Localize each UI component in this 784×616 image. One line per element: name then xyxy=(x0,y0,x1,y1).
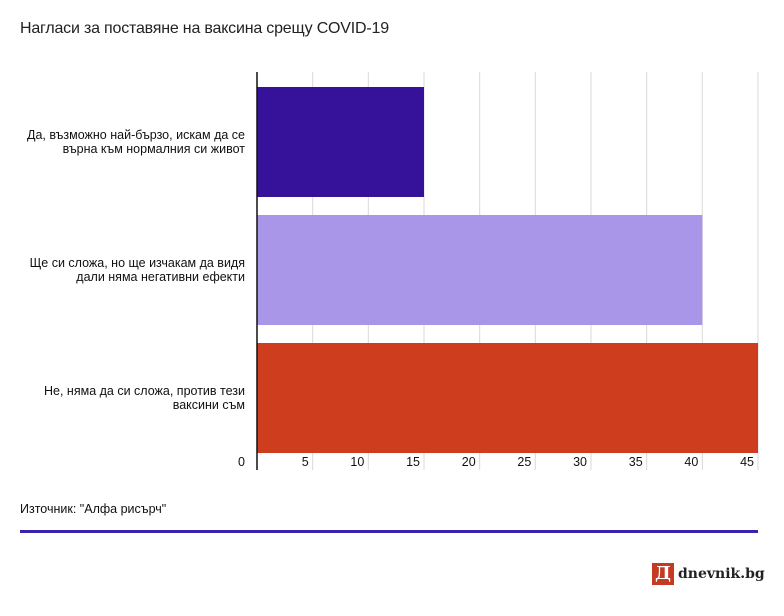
x-tick-label: 25 xyxy=(517,455,531,469)
category-label: Не, няма да си сложа, против тези xyxy=(44,384,245,398)
bar xyxy=(257,215,703,325)
x-tick-label: 20 xyxy=(462,455,476,469)
x-tick-label: 40 xyxy=(684,455,698,469)
x-tick-label: 10 xyxy=(350,455,364,469)
category-label: ваксини съм xyxy=(173,398,245,412)
chart-title: Нагласи за поставяне на ваксина срещу CO… xyxy=(20,20,389,37)
dnevnik-logo-icon: Д xyxy=(652,563,674,585)
divider xyxy=(20,530,758,533)
category-label: Ще си сложа, но ще изчакам да видя xyxy=(30,256,245,270)
x-tick-label: 5 xyxy=(302,455,309,469)
category-label: върна към нормалния си живот xyxy=(63,142,246,156)
x-tick-label: 30 xyxy=(573,455,587,469)
bars xyxy=(257,87,758,453)
x-tick-labels: 0 5 10 15 20 25 30 35 40 45 xyxy=(238,455,754,469)
bar xyxy=(257,87,424,197)
bar-chart: Да, възможно най-бързо, искам да севърна… xyxy=(27,72,759,470)
category-labels: Да, възможно най-бързо, искам да севърна… xyxy=(27,128,245,412)
x-tick-label: 35 xyxy=(629,455,643,469)
x-tick-label: 15 xyxy=(406,455,420,469)
bar xyxy=(257,343,758,453)
category-label: дали няма негативни ефекти xyxy=(76,270,245,284)
x-tick-label: 0 xyxy=(238,455,245,469)
source-note: Източник: "Алфа рисърч" xyxy=(20,502,167,516)
x-tick-label: 45 xyxy=(740,455,754,469)
brand-name: dnevnik.bg xyxy=(678,566,765,582)
category-label: Да, възможно най-бързо, искам да се xyxy=(27,128,245,142)
brand: Д dnevnik.bg xyxy=(652,563,765,585)
